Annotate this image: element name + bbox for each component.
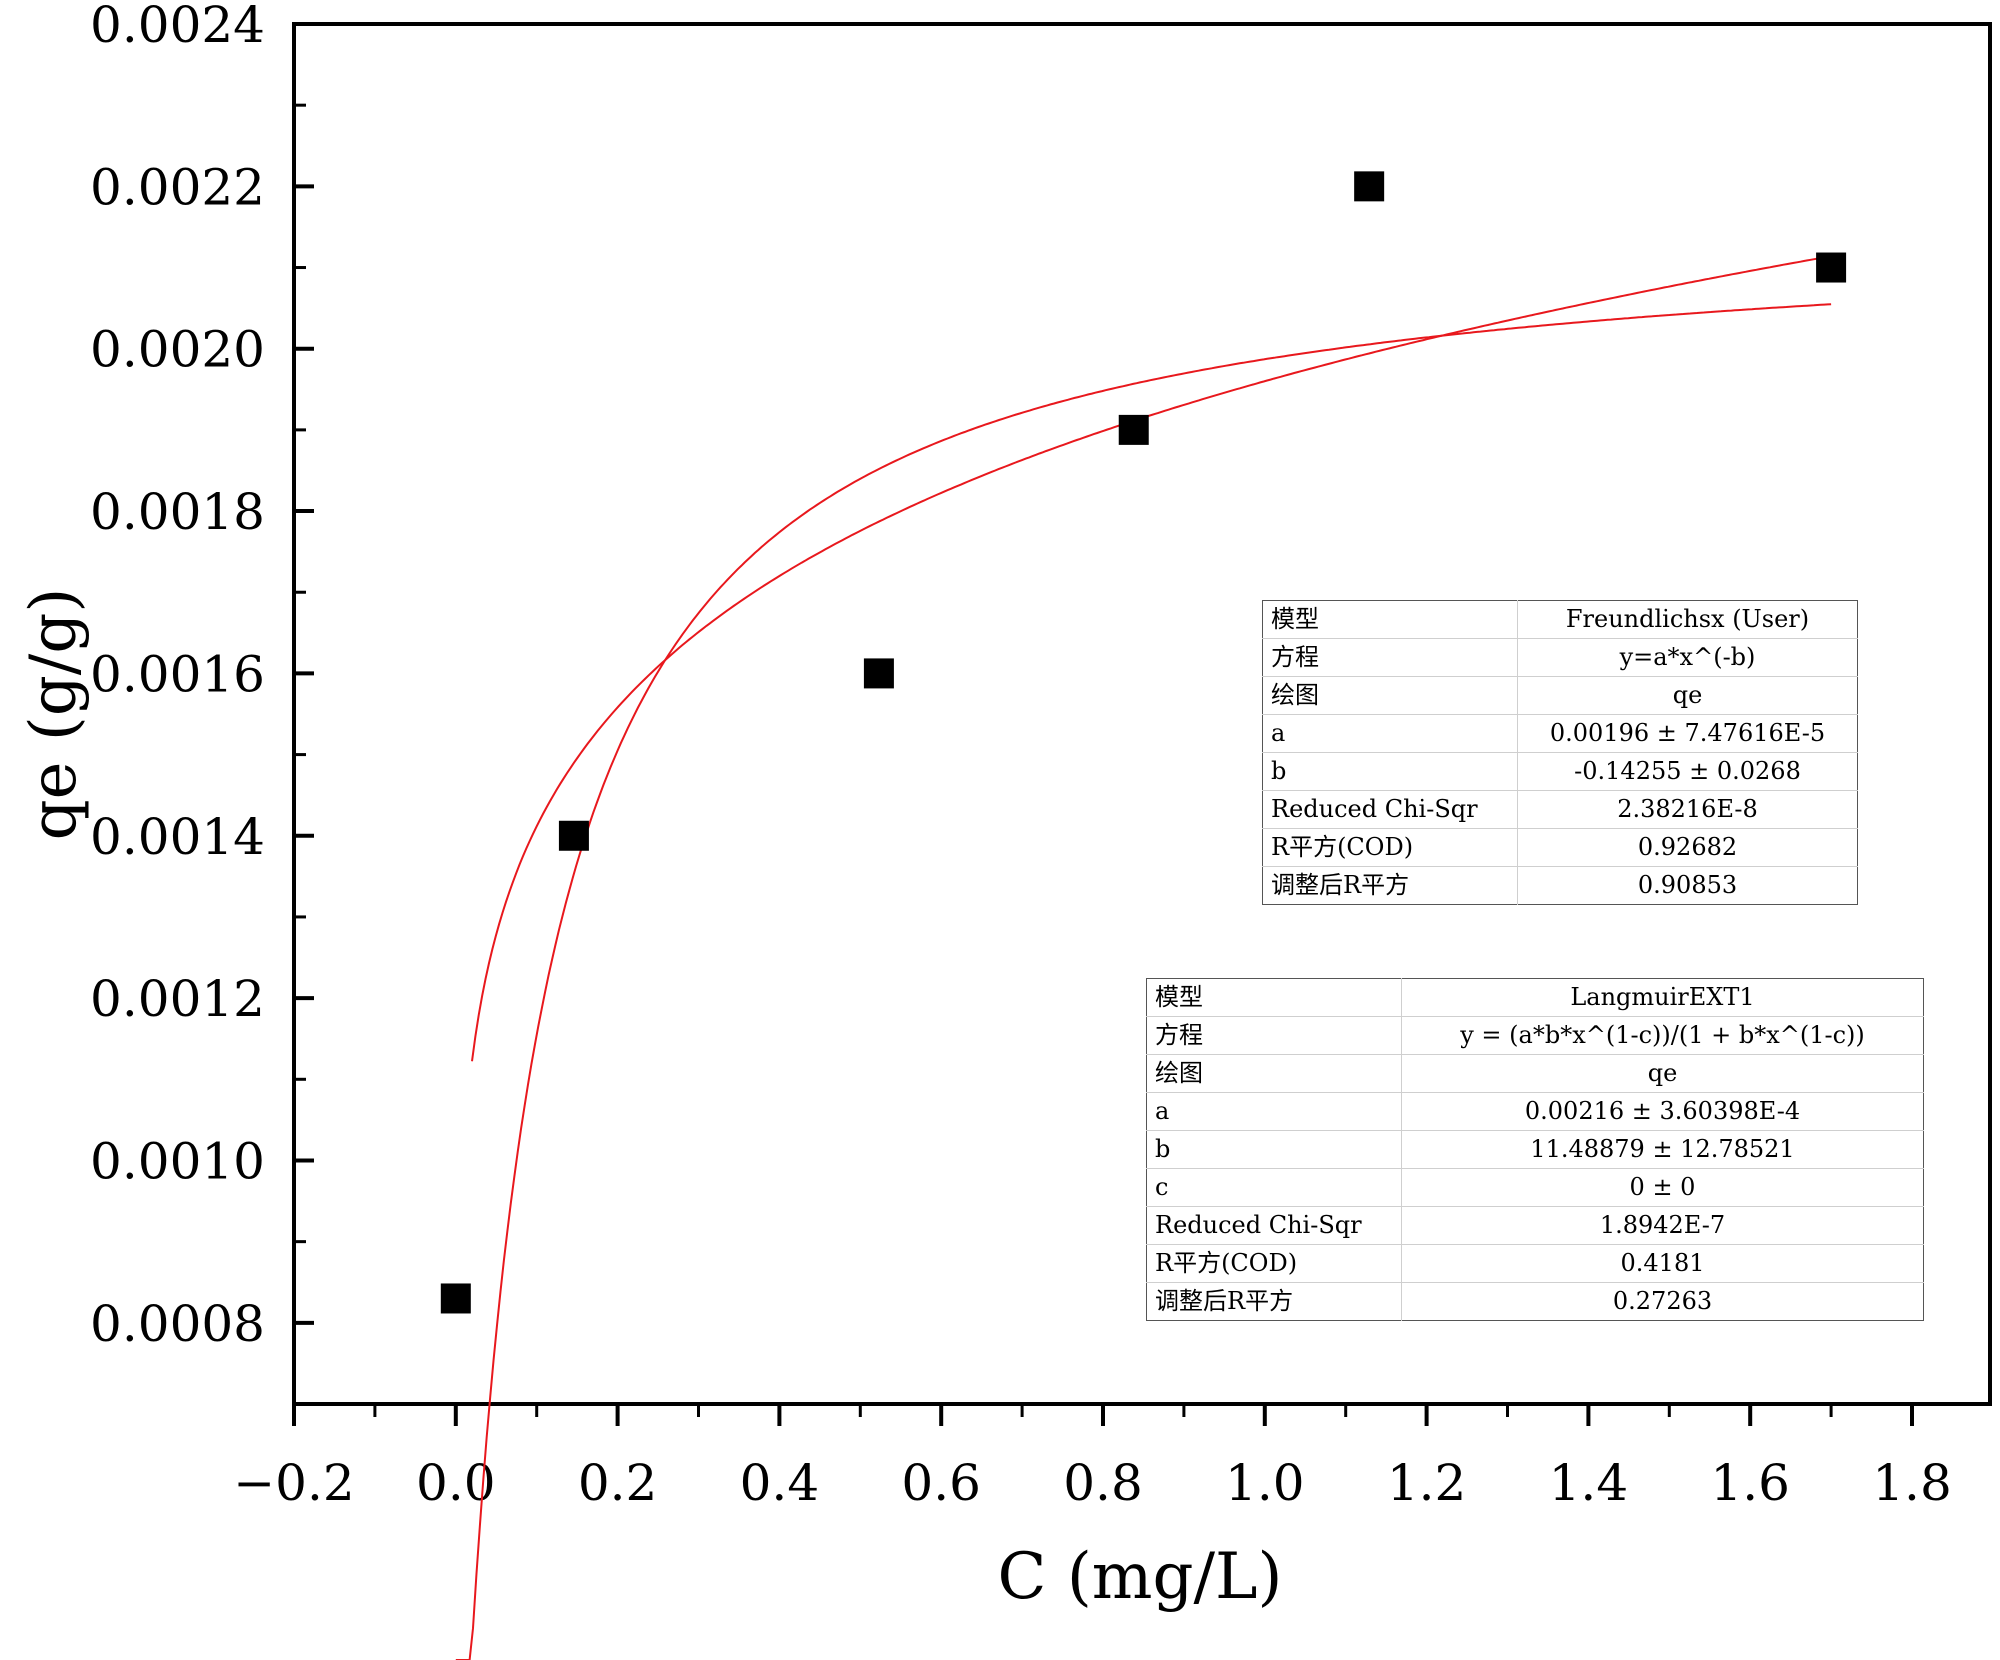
param-name: 调整后R平方 [1262, 866, 1518, 905]
x-tick-label: 0.4 [740, 1454, 820, 1512]
table-row: b 11.48879 ± 12.78521 [1146, 1130, 1924, 1169]
table-row: 模型 Freundlichsx (User) [1262, 600, 1858, 639]
param-name: 模型 [1146, 978, 1402, 1017]
y-tick-label: 0.0018 [90, 483, 265, 541]
param-value: -0.14255 ± 0.0268 [1517, 752, 1858, 791]
y-tick-label: 0.0016 [90, 645, 265, 703]
x-tick-label: −0.2 [233, 1454, 354, 1512]
table-row: 绘图 qe [1262, 676, 1858, 715]
param-value: y=a*x^(-b) [1517, 638, 1858, 677]
y-tick-labels: 0.0008 0.0010 0.0012 0.0014 0.0016 0.0018 0.00… [90, 0, 265, 1353]
param-name: 方程 [1262, 638, 1518, 677]
table-row: Reduced Chi-Sqr 2.38216E-8 [1262, 790, 1858, 829]
param-value: 1.8942E-7 [1401, 1206, 1924, 1245]
param-value: y = (a*b*x^(1-c))/(1 + b*x^(1-c)) [1401, 1016, 1924, 1055]
plot-area-frame [292, 22, 1992, 1406]
param-value: qe [1517, 676, 1858, 715]
param-value: 0.4181 [1401, 1244, 1924, 1283]
param-value: 0.00216 ± 3.60398E-4 [1401, 1092, 1924, 1131]
x-tick-label: 1.4 [1549, 1454, 1629, 1512]
y-tick-label: 0.0022 [90, 158, 265, 216]
param-value: 0.27263 [1401, 1282, 1924, 1321]
y-tick-label: 0.0014 [90, 808, 265, 866]
param-value: 0.90853 [1517, 866, 1858, 905]
table-row: a 0.00216 ± 3.60398E-4 [1146, 1092, 1924, 1131]
x-tick-label: 0.6 [901, 1454, 981, 1512]
param-value: Freundlichsx (User) [1565, 605, 1810, 633]
table-row: R平方(COD) 0.92682 [1262, 828, 1858, 867]
langmuir-fit-table: 模型 LangmuirEXT1 方程 y = (a*b*x^(1-c))/(1 + b… [1146, 978, 1924, 1321]
param-value: qe [1401, 1054, 1924, 1093]
fit-curves [455, 255, 1832, 1660]
param-value: 11.48879 ± 12.78521 [1401, 1130, 1924, 1169]
x-tick-label: 1.8 [1872, 1454, 1952, 1512]
x-axis-title: C (mg/L) [998, 1540, 1283, 1614]
param-name: a [1146, 1092, 1402, 1131]
param-value: LangmuirEXT1 [1570, 983, 1755, 1011]
param-name: a [1262, 714, 1518, 753]
y-tick-label: 0.0012 [90, 970, 265, 1028]
y-tick-label: 0.0020 [90, 321, 265, 379]
y-axis-title: qe (g/g) [17, 588, 91, 841]
table-row: 调整后R平方 0.90853 [1262, 866, 1858, 905]
param-name: c [1146, 1168, 1402, 1207]
param-name: R平方(COD) [1146, 1244, 1402, 1283]
param-value: 0 ± 0 [1401, 1168, 1924, 1207]
x-tick-label: 0.2 [578, 1454, 658, 1512]
param-name: b [1262, 752, 1518, 791]
x-tick-label: 1.0 [1225, 1454, 1305, 1512]
x-tick-label: 1.6 [1710, 1454, 1790, 1512]
table-row: b -0.14255 ± 0.0268 [1262, 752, 1858, 791]
data-point [558, 820, 589, 851]
param-name: 模型 [1262, 600, 1518, 639]
table-row: R平方(COD) 0.4181 [1146, 1244, 1924, 1283]
param-name: Reduced Chi-Sqr [1262, 790, 1518, 829]
param-name: 调整后R平方 [1146, 1282, 1402, 1321]
param-name: 方程 [1146, 1016, 1402, 1055]
table-row: Reduced Chi-Sqr 1.8942E-7 [1146, 1206, 1924, 1245]
table-row: 方程 y=a*x^(-b) [1262, 638, 1858, 677]
table-row: 调整后R平方 0.27263 [1146, 1282, 1924, 1321]
param-value: 0.92682 [1517, 828, 1858, 867]
y-tick-label: 0.0024 [90, 0, 265, 54]
y-tick-label: 0.0010 [90, 1132, 265, 1190]
x-tick-label: 1.2 [1387, 1454, 1467, 1512]
table-row: 模型 LangmuirEXT1 [1146, 978, 1924, 1017]
param-value: 0.00196 ± 7.47616E-5 [1517, 714, 1858, 753]
data-point [863, 658, 894, 689]
x-tick-labels: −0.2 0.0 0.2 0.4 0.6 0.8 1.0 1.2 1.4 1.6 1.8 [233, 1454, 1951, 1512]
param-value: 2.38216E-8 [1517, 790, 1858, 829]
langmuirext1-fit-curve [455, 303, 1832, 1660]
data-point [1354, 171, 1385, 202]
table-row: 绘图 qe [1146, 1054, 1924, 1093]
x-tick-label: 0.8 [1063, 1454, 1143, 1512]
param-name: 绘图 [1262, 676, 1518, 715]
param-name: R平方(COD) [1262, 828, 1518, 867]
data-points [440, 171, 1847, 1314]
param-name: b [1146, 1130, 1402, 1169]
table-row: a 0.00196 ± 7.47616E-5 [1262, 714, 1858, 753]
freundlich-fit-table: 模型 Freundlichsx (User) 方程 y=a*x^(-b) 绘图 qe a 0.… [1262, 600, 1858, 905]
tick-marks [292, 22, 1914, 1426]
param-name: 绘图 [1146, 1054, 1402, 1093]
y-tick-label: 0.0008 [90, 1295, 265, 1353]
param-name: Reduced Chi-Sqr [1146, 1206, 1402, 1245]
freundlichsx-fit-curve [471, 255, 1832, 1062]
data-point [440, 1283, 471, 1314]
data-point [1118, 414, 1149, 445]
table-row: 方程 y = (a*b*x^(1-c))/(1 + b*x^(1-c)) [1146, 1016, 1924, 1055]
data-point [1816, 252, 1847, 283]
